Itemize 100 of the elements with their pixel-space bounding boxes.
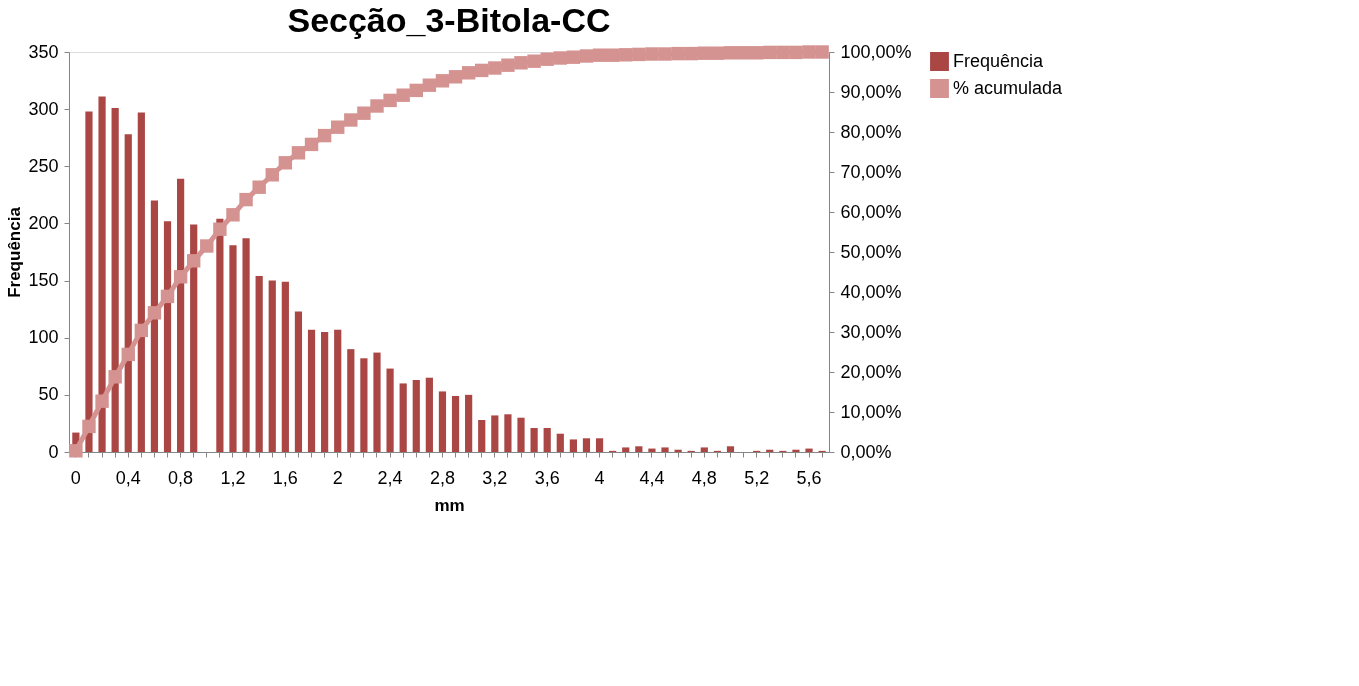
point <box>815 45 829 59</box>
bar <box>700 447 708 452</box>
legend-label: Frequência <box>953 50 1045 71</box>
bar <box>792 449 800 452</box>
bar <box>530 428 538 452</box>
bar <box>294 311 303 452</box>
y-tick-label: 0 <box>48 441 59 462</box>
bar <box>451 396 460 452</box>
bar <box>517 417 525 452</box>
point <box>226 208 240 222</box>
bar <box>465 394 473 452</box>
bar <box>491 415 499 452</box>
point <box>344 113 358 127</box>
point <box>697 46 712 60</box>
point <box>710 46 725 60</box>
point <box>383 93 397 108</box>
bar <box>163 221 172 452</box>
point <box>422 78 437 92</box>
bar <box>150 200 159 452</box>
point <box>317 128 332 143</box>
bar <box>321 332 329 452</box>
point <box>488 61 502 75</box>
y-tick-label: 100 <box>28 327 59 348</box>
point <box>278 156 293 170</box>
y2-tick-label: 40,00% <box>840 281 902 302</box>
bar <box>412 380 420 452</box>
point <box>579 49 594 63</box>
point <box>605 48 620 62</box>
x-tick-label: 4,8 <box>691 467 717 488</box>
y2-tick-label: 10,00% <box>840 401 902 422</box>
point <box>134 323 149 338</box>
y-tick-label: 300 <box>28 98 59 119</box>
bar <box>661 447 669 452</box>
y2-tick-label: 70,00% <box>840 161 902 182</box>
point <box>658 47 672 61</box>
bar <box>190 224 198 452</box>
x-tick-label: 1,2 <box>220 467 246 488</box>
x-tick-label: 2 <box>332 467 343 488</box>
y2-tick-label: 80,00% <box>840 121 902 142</box>
point <box>723 46 738 60</box>
x-tick-label: 4 <box>594 467 605 488</box>
bar <box>98 96 106 452</box>
point <box>475 63 489 78</box>
point <box>566 50 581 64</box>
point <box>619 48 633 62</box>
bar <box>85 111 93 452</box>
x-tick-label: 3,2 <box>482 467 508 488</box>
point <box>501 58 515 72</box>
point <box>736 46 751 60</box>
point <box>357 106 371 120</box>
point <box>213 222 227 236</box>
y2-tick-label: 20,00% <box>840 361 902 382</box>
bar <box>177 178 185 452</box>
point <box>239 192 253 207</box>
point <box>645 47 659 61</box>
point <box>331 120 345 134</box>
bar <box>360 358 368 452</box>
x-tick-label: 0,8 <box>168 467 194 488</box>
bar <box>438 391 447 452</box>
point <box>448 70 463 84</box>
bar <box>373 352 381 452</box>
y-tick-label: 350 <box>28 41 59 62</box>
point <box>671 46 685 61</box>
point <box>553 51 567 65</box>
y-tick-label: 200 <box>28 212 59 233</box>
y2-tick-label: 0,00% <box>840 441 892 462</box>
bar <box>543 428 551 452</box>
bar <box>386 368 394 452</box>
bar <box>307 329 316 452</box>
bar <box>137 112 145 452</box>
point <box>147 306 162 320</box>
y2-tick-label: 100,00% <box>840 41 912 62</box>
point <box>304 137 319 152</box>
bar <box>425 377 433 452</box>
bar <box>242 238 250 452</box>
point <box>265 168 279 182</box>
point <box>592 48 607 62</box>
bar <box>229 245 237 452</box>
point <box>409 83 423 98</box>
point <box>749 46 764 60</box>
point <box>684 46 698 61</box>
point <box>160 289 175 304</box>
point <box>121 347 135 362</box>
bar <box>268 280 276 452</box>
point <box>632 47 646 62</box>
x-tick-label: 5,2 <box>744 467 770 488</box>
y2-tick-label: 90,00% <box>840 81 902 102</box>
point <box>514 56 528 70</box>
point <box>527 54 541 68</box>
x-tick-label: 2,8 <box>429 467 455 488</box>
x-tick-label: 0,4 <box>115 467 141 488</box>
point <box>252 180 266 194</box>
point <box>186 254 201 268</box>
y-tick-label: 250 <box>28 155 59 176</box>
bar <box>635 446 643 452</box>
bar <box>595 438 604 452</box>
point <box>69 444 83 458</box>
bar <box>124 134 132 452</box>
x-tick-label: 2,4 <box>377 467 403 488</box>
x-tick-label: 3,6 <box>534 467 560 488</box>
